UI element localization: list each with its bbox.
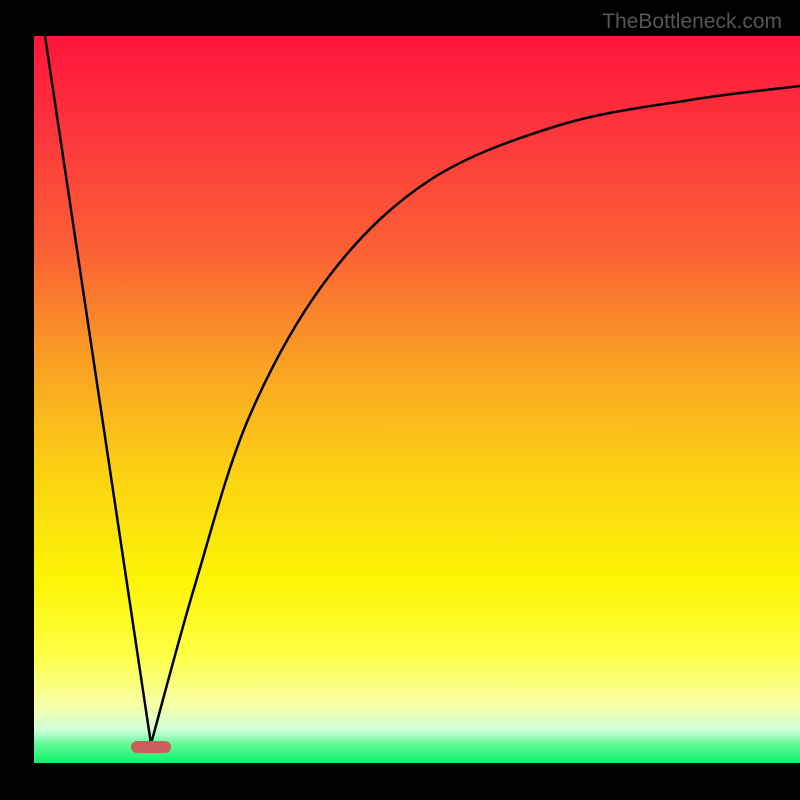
watermark: TheBottleneck.com [602, 10, 782, 34]
plot-background [34, 36, 800, 763]
frame-left [0, 0, 34, 800]
chart-svg [0, 0, 800, 800]
bottleneck-chart: TheBottleneck.com [0, 0, 800, 800]
frame-bottom [0, 763, 800, 800]
minimum-marker [131, 741, 171, 753]
